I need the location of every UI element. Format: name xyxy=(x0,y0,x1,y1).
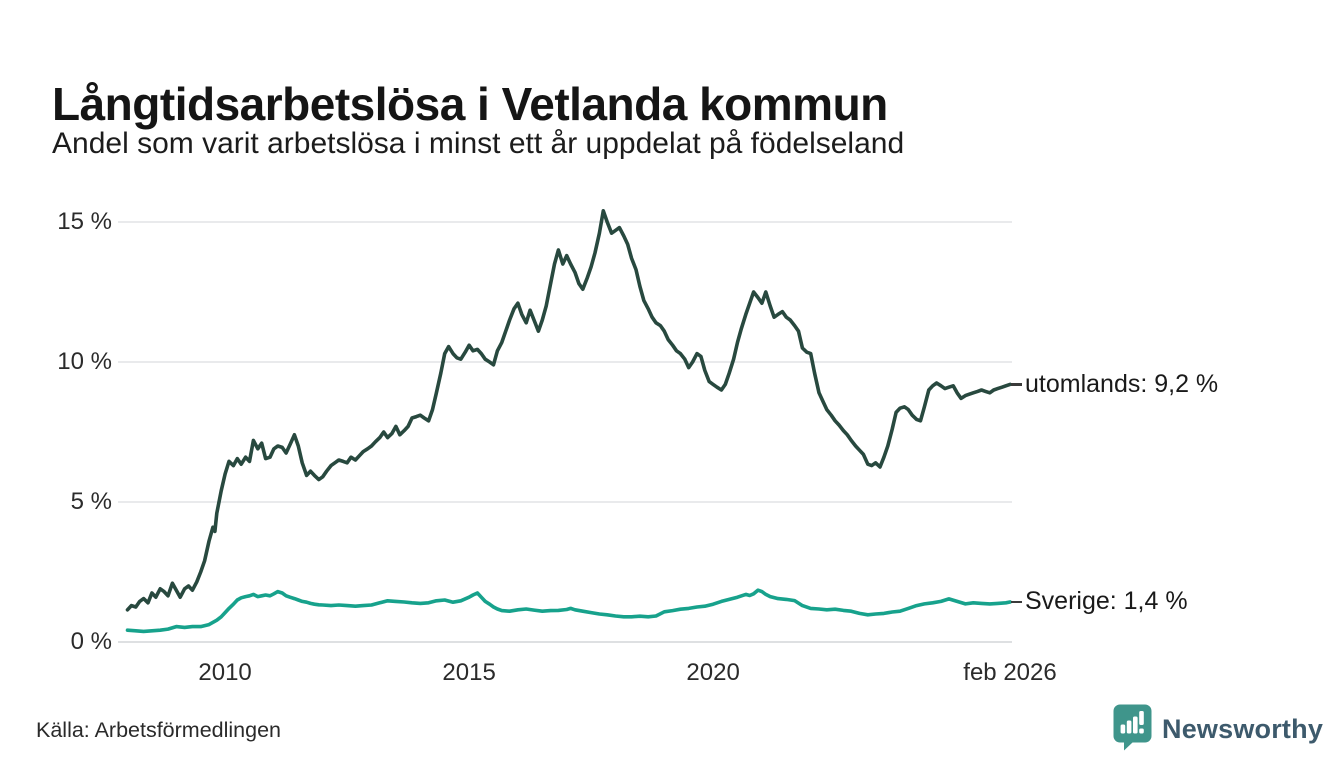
series-label-sverige: Sverige: 1,4 % xyxy=(1011,586,1188,618)
newsworthy-bubble-chart-icon xyxy=(1112,703,1153,756)
y-tick-label: 15 % xyxy=(57,208,112,235)
newsworthy-logo[interactable]: Newsworthy xyxy=(1112,703,1323,756)
label-connector-dash xyxy=(1011,600,1022,604)
series-label-utomlands-text: utomlands: 9,2 % xyxy=(1025,369,1219,398)
page-title: Långtidsarbetslösa i Vetlanda kommun xyxy=(52,77,888,130)
y-tick-label: 5 % xyxy=(70,488,112,515)
y-tick-label: 0 % xyxy=(70,628,112,655)
y-tick-label: 10 % xyxy=(57,348,112,375)
chart-subtitle: Andel som varit arbetslösa i minst ett å… xyxy=(52,127,905,160)
x-tick-label: 2020 xyxy=(686,659,740,686)
newsworthy-wordmark: Newsworthy xyxy=(1162,714,1324,744)
series-line-utomlands xyxy=(125,209,1012,612)
source-note: Källa: Arbetsförmedlingen xyxy=(36,718,282,742)
x-tick-label: feb 2026 xyxy=(963,659,1057,686)
series-label-sverige-text: Sverige: 1,4 % xyxy=(1025,587,1188,616)
series-label-utomlands: utomlands: 9,2 % xyxy=(1011,368,1218,400)
x-tick-label: 2010 xyxy=(198,659,252,686)
series-line-Sverige xyxy=(125,588,1012,634)
x-tick-label: 2015 xyxy=(442,659,496,686)
label-connector-dash xyxy=(1011,383,1022,386)
